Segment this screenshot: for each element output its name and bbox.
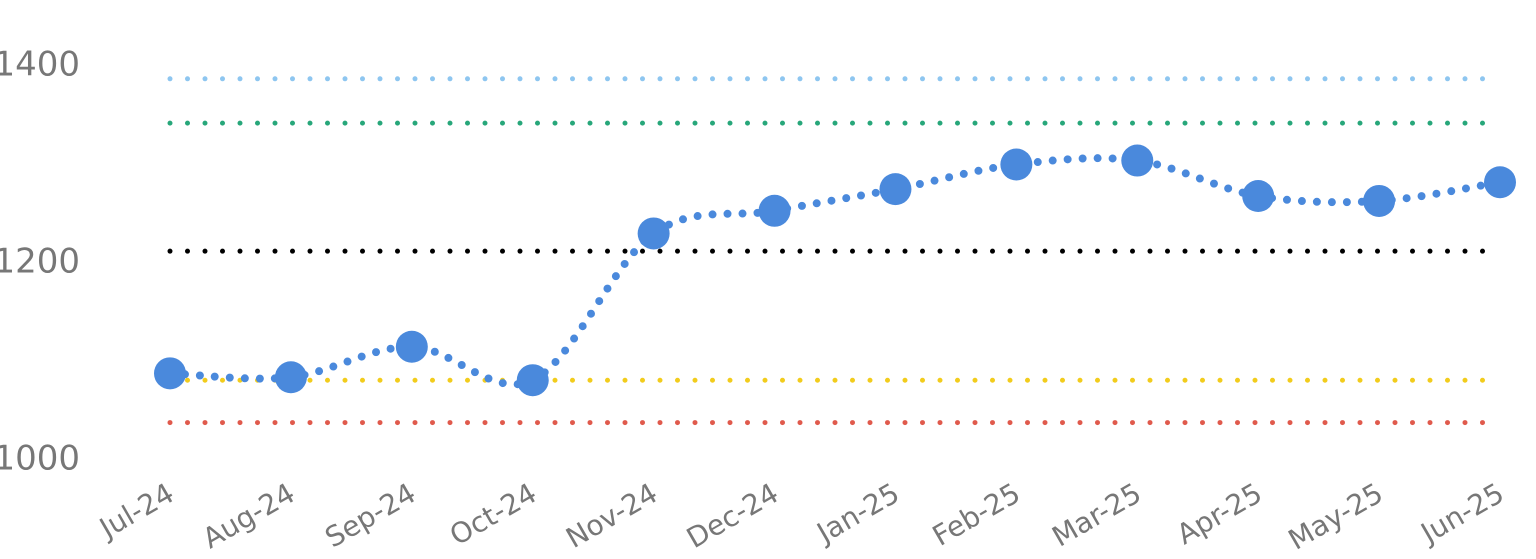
- y-tick-label: 1400: [0, 45, 80, 85]
- point: [879, 173, 912, 206]
- x-tick-label: Sep-24: [320, 476, 422, 554]
- y-tick-label: 1000: [0, 439, 80, 479]
- point: [1242, 180, 1275, 213]
- y-tick-label: 1200: [0, 242, 80, 282]
- point: [274, 361, 307, 394]
- point: [516, 364, 549, 397]
- point: [1000, 148, 1033, 181]
- x-tick-label: Aug-24: [197, 476, 300, 555]
- x-tick-label: Oct-24: [444, 476, 542, 552]
- x-tick-label: Jul-24: [92, 476, 179, 545]
- point: [154, 357, 186, 390]
- x-tick-label: Nov-24: [560, 476, 663, 554]
- point: [1363, 184, 1396, 217]
- x-tick-label: Apr-25: [1171, 476, 1268, 551]
- point: [1121, 144, 1154, 177]
- point: [1484, 166, 1516, 199]
- x-tick-label: Jun-25: [1414, 476, 1510, 550]
- point: [758, 194, 791, 227]
- point: [637, 217, 670, 250]
- x-tick-label: Dec-24: [681, 476, 784, 555]
- x-tick-label: May-25: [1283, 476, 1389, 555]
- x-tick-label: Jan-25: [810, 476, 905, 550]
- series-line: [166, 154, 1504, 389]
- x-tick-label: Mar-25: [1046, 476, 1146, 553]
- point: [395, 330, 428, 363]
- x-tick-label: Feb-25: [927, 476, 1026, 552]
